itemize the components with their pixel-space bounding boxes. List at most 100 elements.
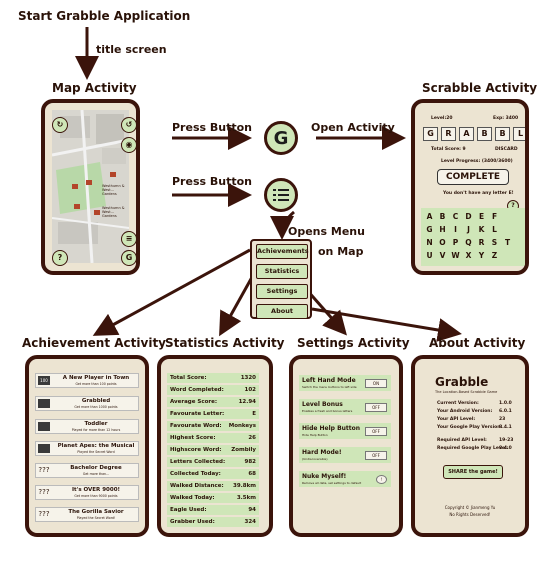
key[interactable]: S (491, 238, 498, 247)
achievement-badge-icon (38, 422, 50, 431)
grabble-map-button[interactable]: G (121, 250, 136, 266)
key[interactable]: U (426, 251, 433, 260)
tile[interactable]: G (423, 127, 438, 141)
menu-button[interactable] (264, 178, 298, 212)
setting-sub: Remove all data, set settings to default (302, 481, 362, 485)
stat-row: Total Score: 1320 (167, 373, 259, 383)
share-button[interactable]: SHARE the game! (443, 465, 503, 479)
about-key: Current Version: (437, 401, 479, 406)
label-scrabble-activity: Scrabble Activity (422, 81, 538, 95)
stat-row: Collected Today: 68 (167, 469, 259, 479)
label-opens-menu: Opens Menu (288, 225, 365, 238)
about-key: Required Google Play Level: (437, 446, 509, 451)
setting-title: Hide Help Button (302, 425, 361, 432)
stat-value: 3.5km (236, 495, 256, 501)
label-open-activity: Open Activity (311, 121, 395, 134)
about-title: Grabble (435, 375, 489, 389)
settings-row: Hard Mode! (Undiscoverable) OFF (299, 447, 391, 463)
map-menu-button[interactable]: ≡ (121, 231, 136, 247)
key[interactable]: D (465, 212, 472, 221)
popup-menu: Achievements Statistics Settings About (250, 239, 312, 319)
grabble-button[interactable]: G (264, 121, 298, 155)
letter-keyboard: A B C D E F G H I J K L N O P Q R S T U … (421, 208, 525, 266)
stat-value: 39.8km (233, 483, 256, 489)
achievement-sub: Played the Secret Word! (76, 516, 116, 520)
nuke-button[interactable]: ! (376, 475, 387, 484)
key[interactable]: T (504, 238, 511, 247)
complete-button[interactable]: COMPLETE (437, 169, 509, 185)
about-key: Your Android Version: (437, 409, 493, 414)
discard-button[interactable]: DISCARD (495, 147, 518, 152)
key[interactable]: F (491, 212, 498, 221)
menu-item-statistics[interactable]: Statistics (256, 264, 308, 279)
hide-help-toggle[interactable]: OFF (365, 427, 387, 436)
key[interactable]: G (426, 225, 433, 234)
stat-value: Monkeys (228, 423, 256, 429)
settings-row: Level Bonus Enables a fresh and bonus le… (299, 399, 391, 415)
key[interactable]: R (478, 238, 485, 247)
key[interactable]: Z (491, 251, 498, 260)
key[interactable]: I (454, 225, 457, 234)
key[interactable]: L (492, 225, 497, 234)
key[interactable]: C (452, 212, 459, 221)
about-key: Your API Level: (437, 417, 476, 422)
achievement-sub: Get more than 100 points (75, 382, 117, 386)
arrow-to-about (311, 307, 462, 342)
key[interactable]: A (426, 212, 433, 221)
rotate-button[interactable]: ↺ (121, 117, 136, 133)
setting-title: Level Bonus (302, 401, 343, 408)
refresh-button[interactable]: ↻ (52, 117, 68, 133)
achievement-title: Bachelor Degree (70, 465, 122, 471)
left-hand-mode-toggle[interactable]: ON (365, 379, 387, 388)
tile[interactable]: B (495, 127, 510, 141)
key[interactable]: O (439, 238, 446, 247)
key[interactable]: J (467, 225, 470, 234)
stat-value: 324 (244, 519, 256, 525)
achievement-badge-icon: 100 (38, 376, 50, 385)
stat-key: Highscore Word: (170, 447, 222, 453)
key[interactable]: W (451, 251, 460, 260)
about-value: 6.0.1 (499, 409, 512, 414)
about-key: Required API Level: (437, 438, 487, 443)
key[interactable]: Y (478, 251, 485, 260)
eye-button[interactable]: ◉ (121, 137, 136, 153)
stat-key: Word Completed: (170, 387, 224, 393)
map-view[interactable]: Westhumn & West... Gardens Westhumn & We… (51, 109, 130, 264)
stat-key: Highest Score: (170, 435, 216, 441)
label-title-screen: title screen (96, 43, 167, 56)
tile[interactable]: B (477, 127, 492, 141)
key[interactable]: E (478, 212, 485, 221)
menu-item-about[interactable]: About (256, 304, 308, 319)
stat-key: Average Score: (170, 399, 218, 405)
settings-activity-phone: Left Hand Mode Switch the menu buttons t… (289, 355, 403, 537)
list-item: ??? It's OVER 9000! Get more than 9000 p… (35, 485, 139, 500)
label-on-map: on Map (318, 245, 364, 258)
key[interactable]: K (478, 225, 485, 234)
tile[interactable]: A (459, 127, 474, 141)
stat-row: Letters Collected: 982 (167, 457, 259, 467)
key[interactable]: V (439, 251, 446, 260)
tile[interactable]: R (441, 127, 456, 141)
setting-title: Nuke Myself! (302, 473, 347, 480)
scrabble-note: You don't have any letter E! (443, 191, 514, 196)
stat-value: 12.94 (238, 399, 256, 405)
hard-mode-toggle[interactable]: OFF (365, 451, 387, 460)
stat-value: 982 (244, 459, 256, 465)
key[interactable]: N (426, 238, 433, 247)
menu-item-settings[interactable]: Settings (256, 284, 308, 299)
tile[interactable]: L (513, 127, 525, 141)
settings-row: Nuke Myself! Remove all data, set settin… (299, 471, 391, 487)
keyboard-row: G H I J K L (425, 225, 499, 234)
key[interactable]: P (452, 238, 459, 247)
key[interactable]: H (439, 225, 446, 234)
stat-value: 102 (244, 387, 256, 393)
achievement-sub: Get more than 9000 points (74, 494, 118, 498)
key[interactable]: X (465, 251, 472, 260)
help-button[interactable]: ? (52, 250, 68, 266)
setting-sub: Hide Help Button (302, 433, 328, 437)
level-bonus-toggle[interactable]: OFF (365, 403, 387, 412)
menu-item-achievements[interactable]: Achievements (256, 244, 309, 259)
map-place-label: Westhumn & West... Gardens (102, 184, 125, 196)
key[interactable]: Q (465, 238, 472, 247)
key[interactable]: B (439, 212, 446, 221)
